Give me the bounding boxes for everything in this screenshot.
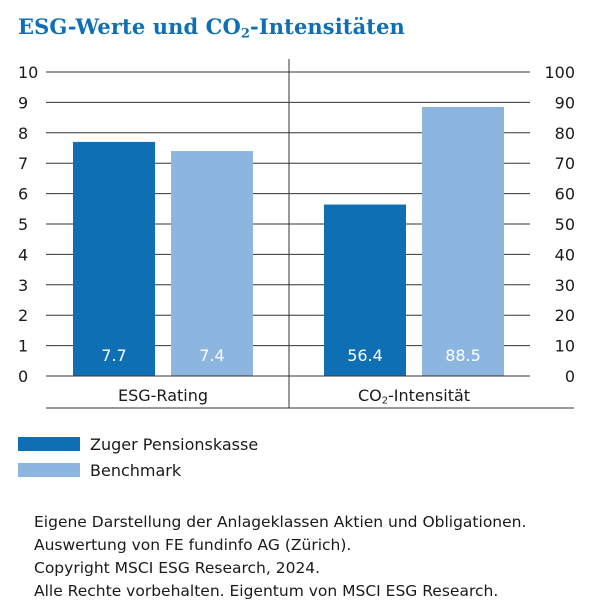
left-axis-tick-label: 3 xyxy=(18,276,28,295)
right-axis-tick-label: 20 xyxy=(555,306,575,325)
source-note: Eigene Darstellung der Anlageklassen Akt… xyxy=(34,511,526,603)
bar-value-label: 88.5 xyxy=(445,346,481,365)
left-axis-tick-label: 4 xyxy=(18,245,28,264)
legend-swatch xyxy=(18,463,80,477)
bar-co2-intensity-zuger-pensionskasse xyxy=(324,204,406,376)
chart-title: ESG-Werte und CO2-Intensitäten xyxy=(18,14,405,42)
legend-swatch xyxy=(18,437,80,451)
category-label-esg-rating: ESG-Rating xyxy=(117,386,209,405)
legend-label: Benchmark xyxy=(90,460,182,480)
right-axis-tick-label: 90 xyxy=(555,93,575,112)
right-axis-tick-label: 10 xyxy=(555,337,575,356)
left-axis-tick-label: 2 xyxy=(18,306,28,325)
left-axis-tick-label: 0 xyxy=(18,367,28,386)
legend-item-benchmark: Benchmark xyxy=(18,457,258,483)
left-axis-tick-label: 6 xyxy=(18,185,28,204)
source-line: Alle Rechte vorbehalten. Eigentum von MS… xyxy=(34,582,499,600)
right-axis-tick-label: 60 xyxy=(555,185,575,204)
right-axis-tick-label: 100 xyxy=(544,63,575,82)
bar-value-label: 56.4 xyxy=(347,346,383,365)
right-axis-tick-label: 70 xyxy=(555,154,575,173)
legend: Zuger Pensionskasse Benchmark xyxy=(18,431,258,483)
left-axis-tick-label: 7 xyxy=(18,154,28,173)
bar-esg-rating-benchmark xyxy=(171,151,253,376)
right-axis-tick-label: 80 xyxy=(555,124,575,143)
bar-value-label: 7.4 xyxy=(199,346,224,365)
bar-co2-intensity-benchmark xyxy=(422,106,504,377)
bar-value-label: 7.7 xyxy=(101,346,126,365)
right-axis-tick-label: 30 xyxy=(555,276,575,295)
left-axis-tick-label: 10 xyxy=(18,63,38,82)
legend-label: Zuger Pensionskasse xyxy=(90,434,259,454)
left-axis-tick-label: 9 xyxy=(18,93,28,112)
right-axis-tick-label: 40 xyxy=(555,245,575,264)
right-axis-tick-label: 50 xyxy=(555,215,575,234)
left-axis-tick-label: 5 xyxy=(18,215,28,234)
left-axis-tick-label: 8 xyxy=(18,124,28,143)
source-line: Copyright MSCI ESG Research, 2024. xyxy=(34,559,321,577)
left-axis-tick-label: 1 xyxy=(18,337,28,356)
source-line: Auswertung von FE fundinfo AG (Zürich). xyxy=(34,536,352,554)
right-axis-tick-label: 0 xyxy=(565,367,575,386)
bar-esg-rating-zuger-pensionskasse xyxy=(73,141,155,376)
category-label-co2-intensity: CO2-Intensität xyxy=(357,386,471,407)
legend-item-zuger-pensionskasse: Zuger Pensionskasse xyxy=(18,431,258,457)
source-line: Eigene Darstellung der Anlageklassen Akt… xyxy=(34,513,527,531)
